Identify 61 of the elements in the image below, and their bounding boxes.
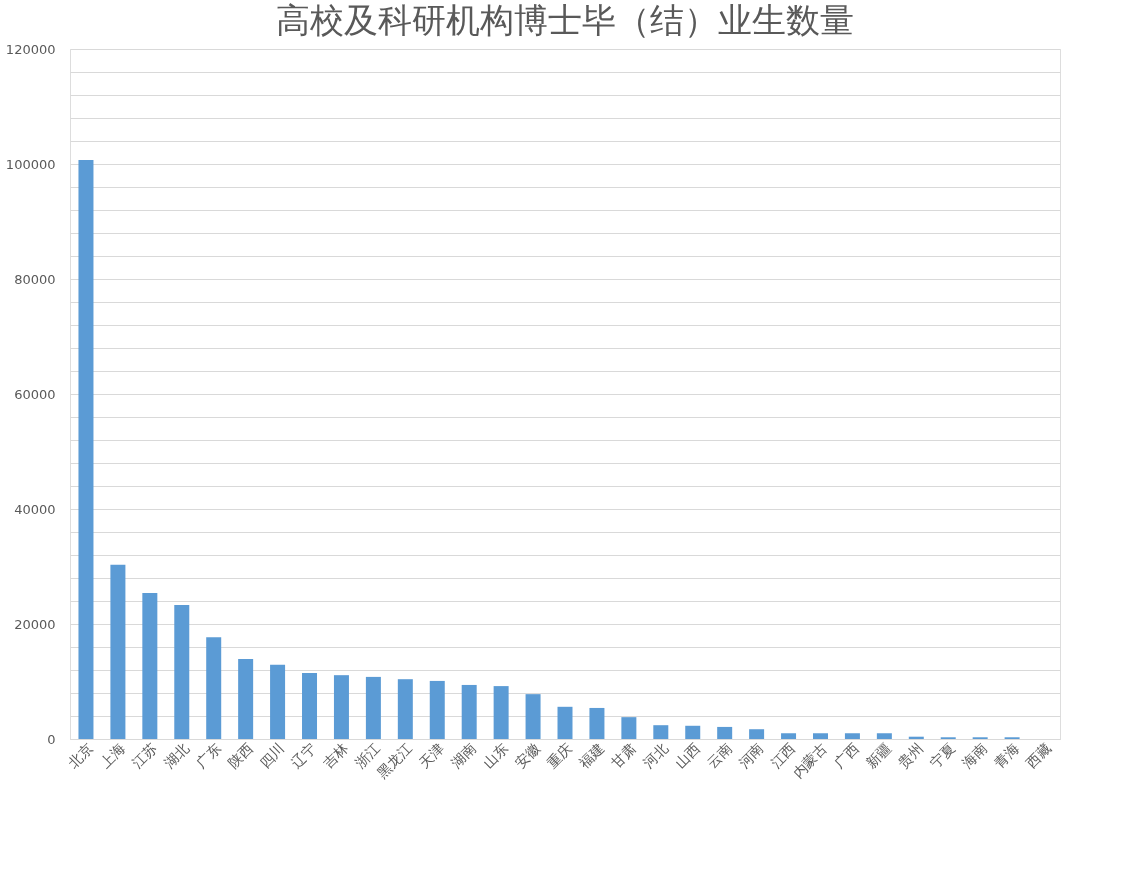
y-tick-label: 20000 — [14, 616, 56, 632]
x-tick-label: 山西 — [671, 740, 703, 772]
x-tick-label: 河北 — [639, 740, 671, 772]
bar — [812, 733, 828, 739]
x-tick-label: 北京 — [64, 740, 96, 772]
x-tick-label: 陕西 — [224, 740, 256, 772]
x-tick-label: 湖南 — [447, 740, 480, 772]
x-tick-label: 上海 — [96, 740, 128, 772]
x-tick-label: 福建 — [575, 740, 607, 772]
bar — [429, 680, 445, 739]
x-tick-label: 西藏 — [1022, 740, 1054, 772]
x-tick-label: 江苏 — [128, 740, 160, 772]
x-tick-label: 新疆 — [863, 740, 895, 772]
bar — [78, 159, 94, 739]
x-tick-label: 四川 — [256, 740, 288, 772]
bar — [302, 672, 318, 739]
bar — [621, 717, 637, 739]
bar — [717, 726, 733, 739]
bar — [270, 664, 286, 739]
bar — [557, 706, 573, 739]
bar — [844, 733, 860, 739]
bar — [781, 733, 797, 739]
x-tick-label: 宁夏 — [927, 740, 959, 772]
x-tick-label: 重庆 — [543, 740, 575, 772]
x-tick-label: 广西 — [831, 740, 863, 772]
x-tick-label: 贵州 — [895, 740, 927, 772]
x-tick-label: 湖北 — [160, 740, 192, 772]
x-tick-label: 天津 — [416, 740, 448, 772]
y-tick-label: 60000 — [14, 386, 56, 402]
y-tick-label: 40000 — [14, 501, 56, 517]
x-tick-label: 辽宁 — [288, 740, 320, 772]
y-tick-label: 120000 — [5, 41, 56, 57]
x-tick-label: 安徽 — [511, 740, 543, 772]
bar — [653, 725, 669, 739]
bar — [685, 725, 701, 739]
x-tick-label: 青海 — [990, 740, 1022, 772]
x-tick-label: 云南 — [703, 740, 735, 772]
bar — [142, 592, 158, 739]
bar — [238, 659, 254, 739]
bar — [365, 676, 381, 739]
bar — [525, 694, 541, 739]
x-tick-label: 海南 — [958, 740, 991, 772]
y-tick-label: 100000 — [5, 156, 56, 172]
bar — [749, 729, 765, 739]
chart-title: 高校及科研机构博士毕（结）业生数量 — [276, 0, 854, 40]
bar — [493, 686, 509, 739]
bar — [876, 733, 892, 739]
x-tick-label: 广东 — [192, 740, 224, 772]
bar — [333, 675, 349, 739]
bar — [461, 684, 477, 739]
bar — [110, 564, 126, 739]
bar — [174, 605, 190, 739]
bar — [206, 637, 222, 739]
y-tick-label: 0 — [47, 731, 56, 747]
y-tick-label: 80000 — [14, 271, 56, 287]
bar — [397, 679, 413, 739]
x-tick-label: 山东 — [479, 740, 512, 772]
bar — [589, 707, 605, 739]
x-tick-label: 吉林 — [320, 740, 352, 772]
x-tick-label: 河南 — [735, 740, 767, 772]
x-tick-label: 甘肃 — [607, 740, 639, 772]
